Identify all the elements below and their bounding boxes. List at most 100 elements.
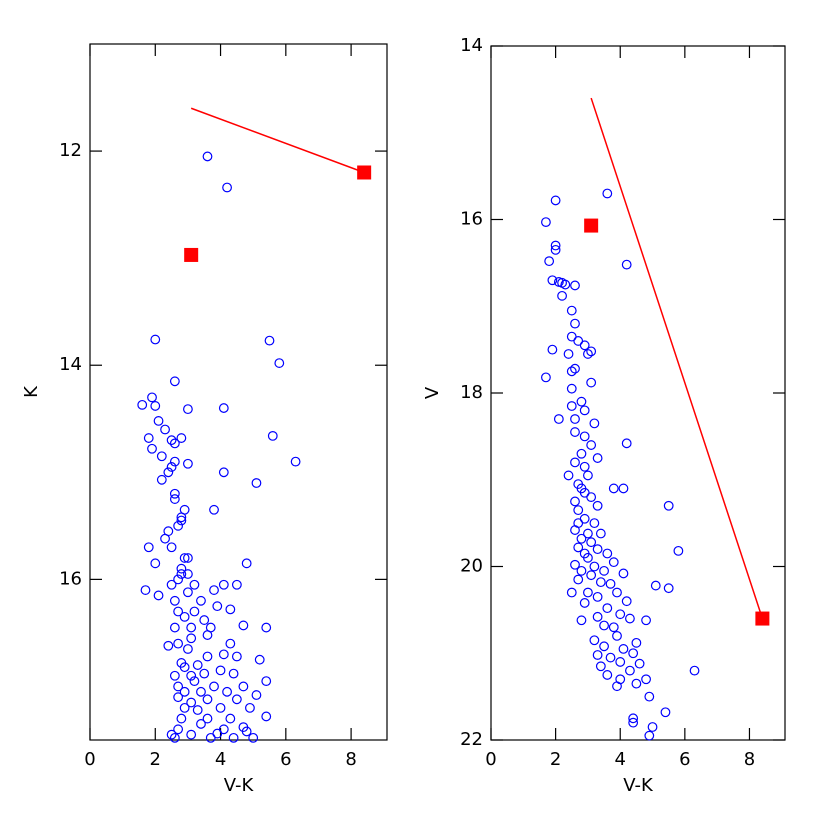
point: [583, 552, 593, 563]
x-tick-label: 4: [215, 749, 226, 770]
point: [602, 548, 613, 559]
point: [579, 340, 590, 351]
point: [186, 729, 197, 740]
point: [663, 500, 674, 511]
point: [183, 458, 193, 469]
point: [663, 583, 674, 594]
point: [583, 470, 593, 481]
point: [592, 500, 603, 511]
point: [222, 182, 232, 193]
point: [563, 470, 574, 481]
point: [592, 650, 603, 660]
point: [225, 604, 236, 615]
plot-frame: [89, 43, 388, 741]
point: [644, 691, 655, 702]
y-tick-label: 20: [460, 556, 483, 577]
point: [570, 496, 580, 507]
point: [570, 363, 580, 374]
point: [586, 346, 597, 357]
point: [228, 668, 239, 679]
point: [137, 399, 148, 410]
point: [576, 396, 587, 407]
y-tick-label: 16: [460, 209, 483, 230]
point: [209, 504, 219, 515]
point: [215, 665, 226, 676]
x-tick-label: 0: [84, 749, 95, 770]
point: [631, 678, 642, 689]
point: [183, 404, 193, 415]
point: [631, 637, 642, 648]
point: [641, 674, 651, 685]
x-tick-label: 8: [744, 749, 755, 770]
point: [573, 336, 584, 346]
point: [169, 488, 180, 499]
point: [150, 558, 161, 569]
point: [576, 565, 587, 576]
point: [628, 648, 639, 659]
point: [547, 275, 558, 286]
point: [245, 702, 255, 713]
point: [621, 259, 632, 270]
y-axis-label: V: [422, 386, 443, 399]
point: [592, 591, 603, 602]
point: [231, 579, 242, 590]
point: [267, 431, 278, 441]
point: [595, 661, 606, 672]
point: [612, 587, 622, 598]
point: [163, 640, 174, 651]
point: [241, 726, 252, 737]
point: [615, 657, 626, 667]
point: [176, 512, 187, 523]
point: [169, 376, 180, 387]
x-tick-label: 2: [550, 749, 561, 770]
point: [251, 478, 262, 488]
point: [570, 318, 580, 329]
point: [186, 622, 197, 633]
point: [248, 732, 259, 743]
point: [215, 702, 226, 713]
point: [173, 724, 184, 735]
point: [625, 665, 635, 676]
point: [202, 713, 213, 724]
point: [192, 705, 203, 715]
point: [586, 440, 597, 450]
point: [218, 467, 229, 478]
point: [570, 280, 580, 291]
point: [618, 568, 629, 579]
point: [579, 598, 590, 608]
point: [163, 467, 174, 478]
point: [169, 670, 180, 681]
x-tick-label: 0: [485, 749, 496, 770]
point: [189, 606, 200, 617]
point: [628, 713, 639, 724]
point: [179, 662, 190, 673]
point: [173, 638, 184, 649]
point: [199, 615, 210, 625]
point: [209, 585, 219, 595]
point: [566, 401, 577, 411]
point: [634, 658, 645, 669]
point: [261, 711, 272, 722]
point: [156, 451, 167, 462]
point: [160, 424, 170, 435]
point: [612, 681, 622, 692]
point: [586, 537, 597, 548]
point: [563, 349, 574, 359]
point: [583, 349, 593, 359]
point: [186, 697, 197, 708]
point: [189, 579, 200, 590]
point: [599, 641, 609, 652]
point: [231, 694, 242, 705]
point: [166, 729, 177, 740]
point: [550, 240, 561, 251]
point: [592, 453, 603, 463]
x-axis-label: V-K: [623, 775, 654, 796]
point: [566, 331, 577, 342]
point: [179, 686, 190, 697]
point: [179, 553, 190, 563]
point: [166, 542, 177, 553]
point: [541, 372, 551, 383]
point: [202, 630, 213, 640]
point: [625, 613, 635, 624]
point: [251, 690, 262, 700]
